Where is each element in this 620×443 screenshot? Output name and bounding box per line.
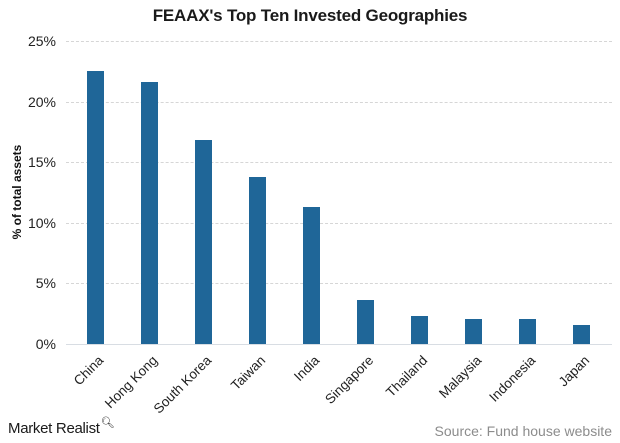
x-tick-label: Singapore	[322, 352, 377, 407]
brand-name: Market Realist	[8, 420, 100, 437]
x-tick-label: India	[290, 352, 323, 385]
gridline	[66, 102, 612, 103]
bar-india	[302, 207, 320, 344]
x-axis-line	[66, 344, 612, 345]
bar-thailand	[410, 316, 428, 344]
x-tick-label: Thailand	[383, 352, 431, 400]
brand-logo: Market Realist🔍︎	[8, 417, 115, 437]
bar-singapore	[356, 300, 374, 344]
gridline	[66, 41, 612, 42]
bar-indonesia	[518, 318, 536, 344]
x-tick-label: Hong Kong	[101, 352, 161, 412]
y-tick-label: 0%	[35, 336, 56, 352]
y-tick-label: 20%	[27, 94, 56, 110]
gridline	[66, 162, 612, 163]
x-tick-label: China	[70, 352, 107, 389]
bar-taiwan	[248, 176, 266, 344]
bar-south-korea	[194, 140, 212, 344]
y-tick-label: 10%	[27, 215, 56, 231]
bar-hong-kong	[140, 82, 158, 344]
y-tick-label: 25%	[27, 33, 56, 49]
bar-malaysia	[464, 318, 482, 344]
gridline	[66, 283, 612, 284]
bar-japan	[572, 324, 590, 344]
y-tick-label: 5%	[35, 275, 56, 291]
gridline	[66, 223, 612, 224]
x-tick-label: Indonesia	[486, 352, 539, 405]
bar-china	[86, 71, 104, 344]
x-tick-label: Japan	[555, 352, 593, 390]
x-tick-label: Taiwan	[227, 352, 269, 394]
magnifier-icon: 🔍︎	[100, 417, 115, 429]
y-tick-label: 15%	[27, 154, 56, 170]
chart-title: FEAAX's Top Ten Invested Geographies	[152, 6, 468, 25]
source-note: Source: Fund house website	[434, 423, 612, 439]
x-tick-label: Malaysia	[436, 352, 485, 401]
